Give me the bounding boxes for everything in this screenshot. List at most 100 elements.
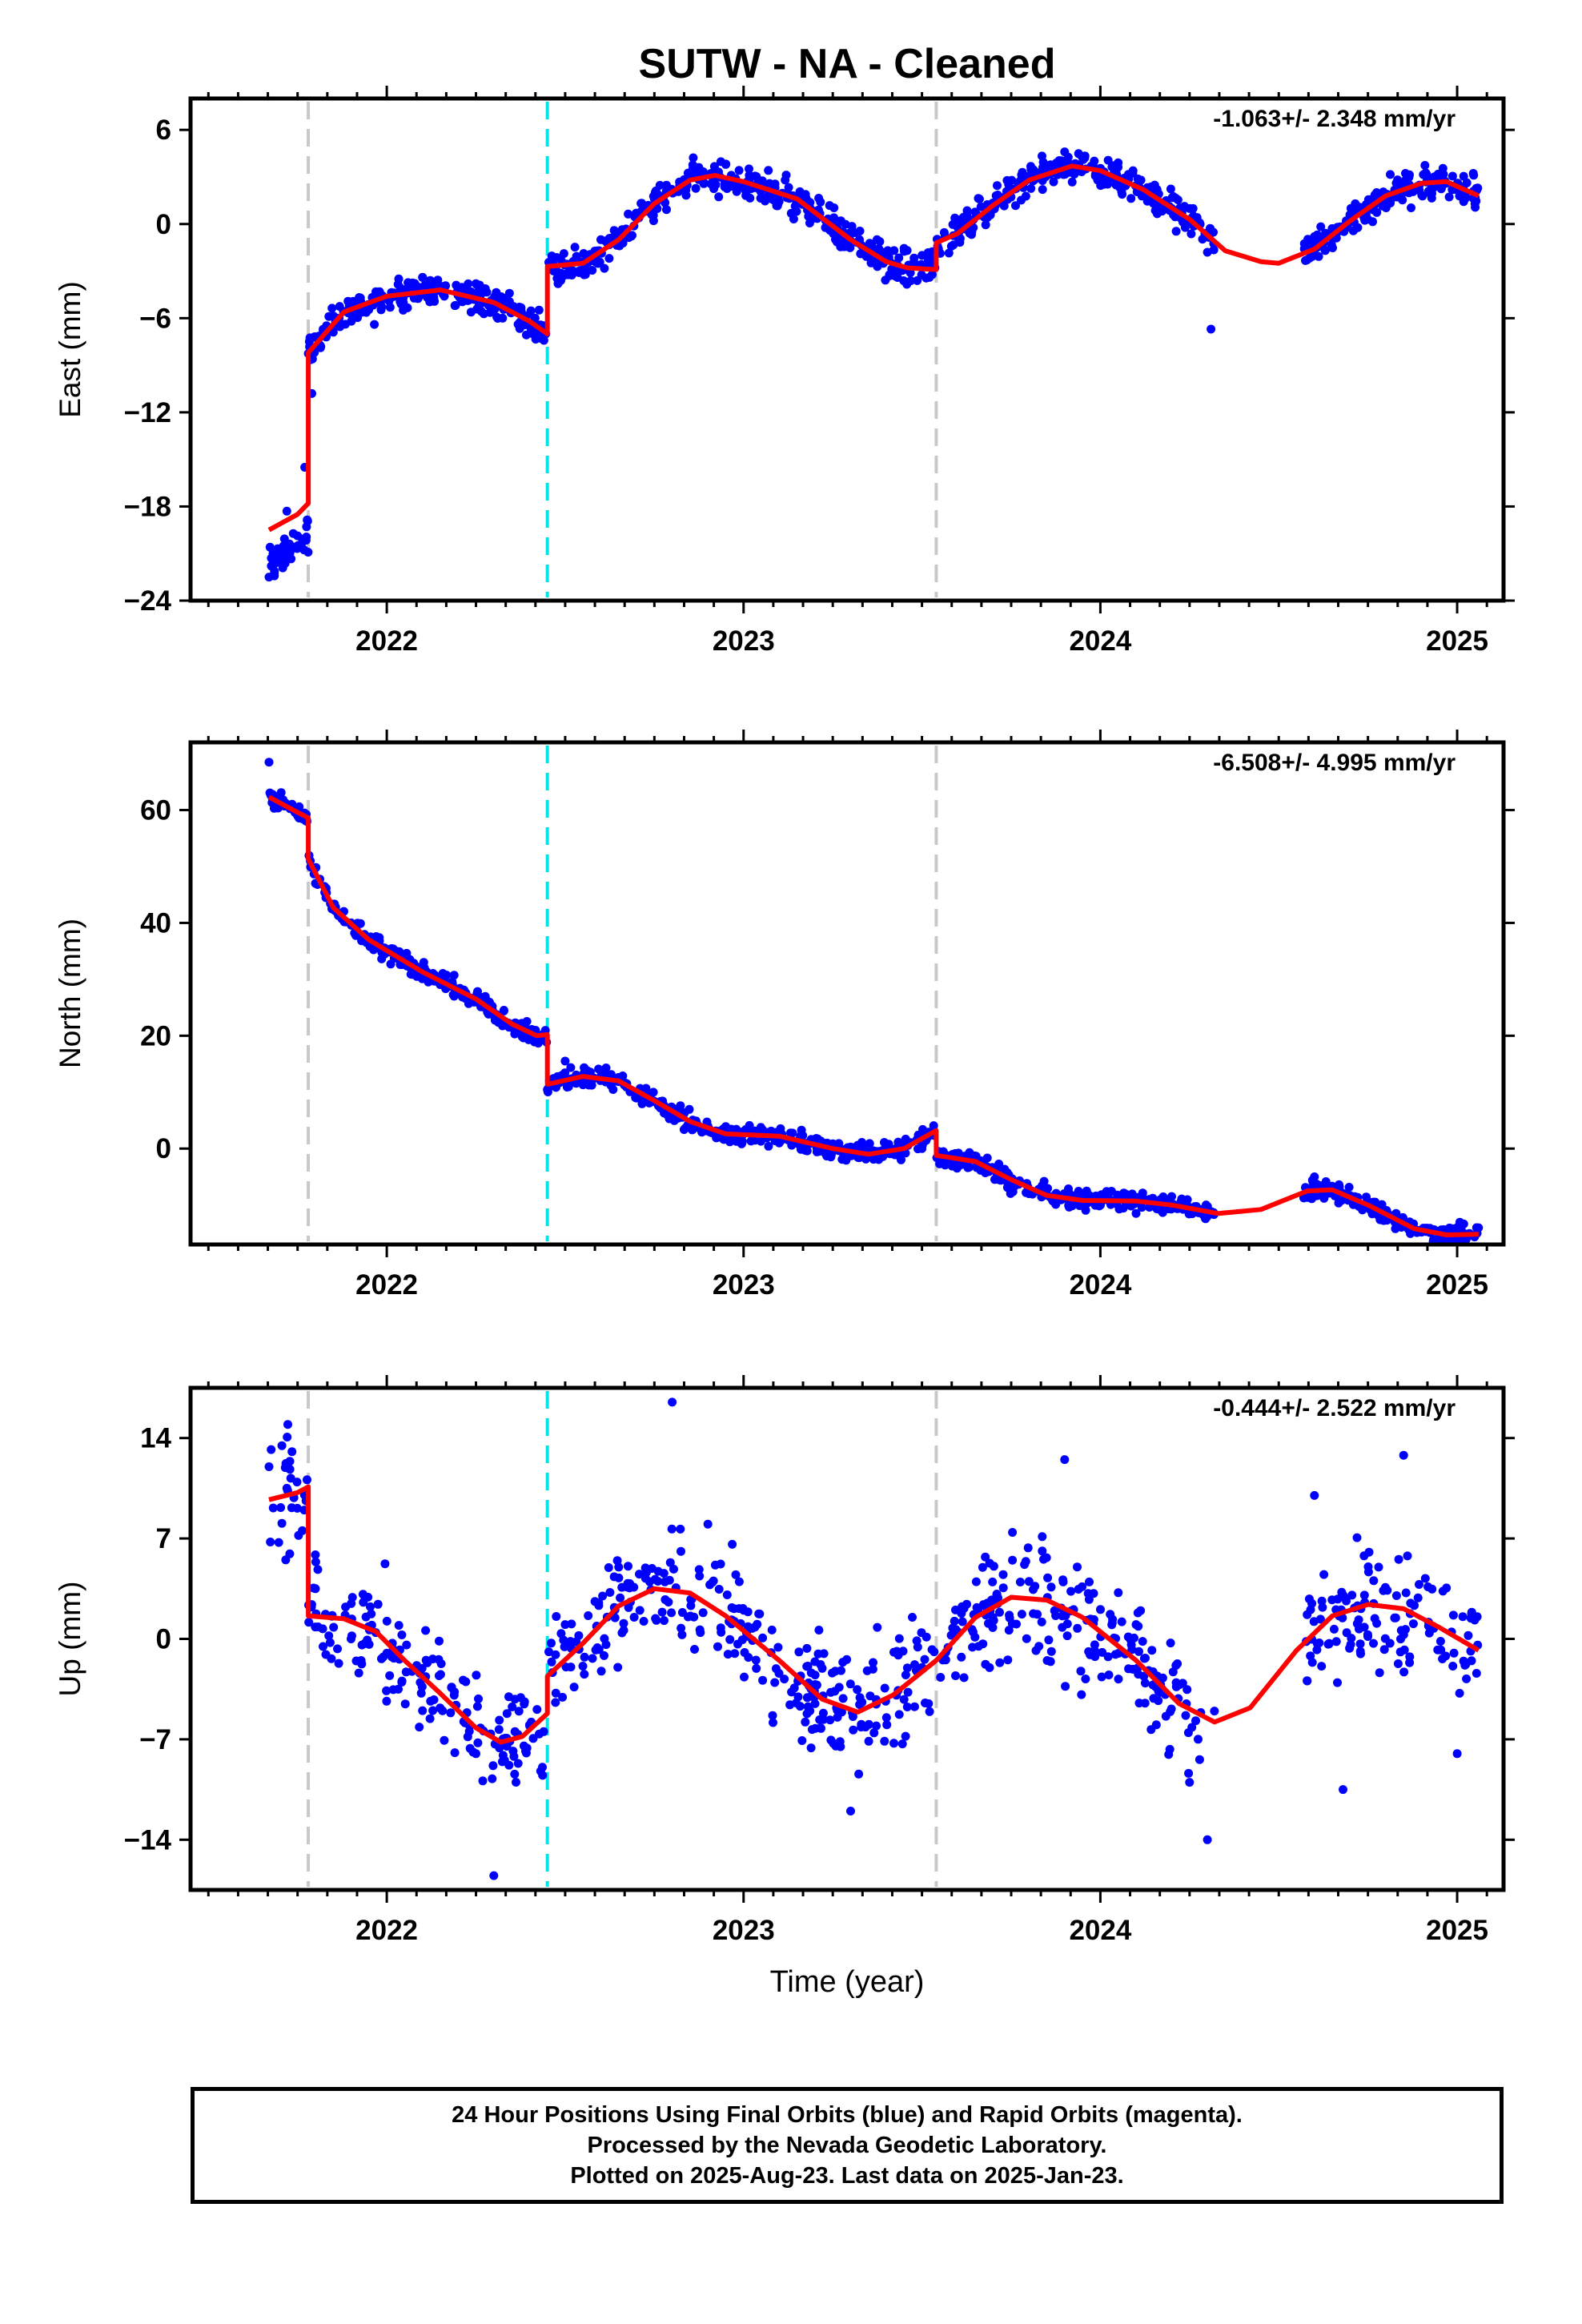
north-data-point: [584, 1080, 593, 1090]
east-data-point: [927, 270, 937, 279]
east-x-tick-label: 2022: [355, 625, 418, 657]
up-data-point: [551, 1688, 560, 1698]
east-data-point: [955, 234, 965, 243]
up-data-point: [1342, 1596, 1351, 1606]
up-data-point: [449, 1691, 459, 1700]
up-data-point: [903, 1687, 913, 1697]
up-data-point: [921, 1699, 930, 1707]
up-data-point: [435, 1636, 444, 1646]
east-data-point: [856, 249, 865, 259]
north-data-point: [669, 1116, 679, 1125]
east-data-point: [609, 226, 619, 235]
up-data-point: [373, 1599, 383, 1609]
up-data-point: [665, 1575, 674, 1585]
up-data-point: [601, 1640, 611, 1650]
up-data-point: [1043, 1573, 1053, 1582]
up-data-point: [1008, 1528, 1018, 1537]
up-y-tick-label: −14: [124, 1824, 172, 1856]
east-data-point: [1017, 195, 1026, 205]
up-data-point: [303, 1475, 311, 1485]
up-data-point: [304, 1618, 314, 1627]
east-data-point: [1386, 170, 1395, 179]
up-data-point: [324, 1631, 334, 1641]
up-data-point: [319, 1642, 327, 1651]
east-data-point: [1150, 180, 1159, 190]
east-data-point: [965, 228, 974, 238]
up-data-point: [897, 1739, 907, 1749]
up-data-point: [1191, 1716, 1200, 1726]
up-data-point: [1090, 1640, 1099, 1650]
east-data-point: [925, 255, 934, 264]
east-data-point: [370, 320, 379, 329]
east-data-point: [1468, 169, 1478, 178]
up-data-point: [810, 1699, 820, 1708]
east-data-point: [889, 246, 899, 255]
up-data-point: [833, 1712, 842, 1722]
up-data-point: [510, 1727, 520, 1736]
up-data-point: [806, 1743, 816, 1753]
up-data-point: [1181, 1711, 1191, 1720]
up-data-point: [610, 1613, 620, 1622]
east-data-point: [303, 515, 312, 525]
east-data-point: [450, 301, 460, 311]
up-data-point: [1061, 1682, 1070, 1691]
up-data-point: [731, 1570, 741, 1579]
up-data-point: [864, 1719, 873, 1729]
up-data-point: [829, 1739, 838, 1748]
up-data-point: [1023, 1543, 1033, 1553]
up-data-point: [292, 1478, 302, 1487]
up-data-point: [639, 1617, 648, 1626]
up-data-point: [1464, 1630, 1473, 1640]
north-data-point: [1002, 1183, 1012, 1192]
up-data-point: [1146, 1725, 1156, 1735]
east-data-point: [841, 219, 850, 229]
up-data-point: [1394, 1554, 1403, 1564]
up-data-point: [660, 1616, 669, 1626]
up-data-point: [385, 1671, 395, 1680]
up-data-point: [623, 1578, 632, 1588]
up-data-point: [1436, 1645, 1446, 1655]
up-data-point: [567, 1619, 576, 1629]
up-data-point: [921, 1632, 931, 1642]
up-data-point: [722, 1590, 732, 1599]
up-data-point: [694, 1565, 704, 1574]
up-data-point: [995, 1607, 1004, 1617]
up-data-point: [415, 1723, 424, 1732]
up-data-point: [1038, 1532, 1047, 1542]
up-data-point: [268, 1503, 278, 1513]
up-data-point: [1399, 1630, 1408, 1639]
north-data-point: [419, 958, 428, 967]
up-data-point: [366, 1602, 375, 1611]
up-data-point: [789, 1683, 799, 1693]
up-data-point: [1472, 1612, 1482, 1622]
up-data-point: [908, 1613, 917, 1622]
up-data-point: [833, 1706, 842, 1715]
footer-line-2: Processed by the Nevada Geodetic Laborat…: [587, 2133, 1107, 2158]
up-data-point: [382, 1648, 391, 1658]
up-data-point: [769, 1718, 777, 1727]
east-data-point: [789, 215, 798, 223]
up-data-point: [1449, 1648, 1459, 1658]
up-data-point: [802, 1643, 812, 1653]
up-data-point: [329, 1622, 339, 1632]
east-data-point: [1327, 240, 1336, 249]
up-data-point: [894, 1710, 904, 1719]
east-data-point: [504, 288, 514, 298]
up-data-point: [1375, 1668, 1384, 1678]
east-data-point: [1136, 175, 1146, 185]
up-data-point: [1318, 1602, 1327, 1612]
up-data-point: [1058, 1611, 1067, 1621]
up-data-point: [713, 1642, 722, 1651]
up-data-point: [1168, 1667, 1178, 1677]
up-data-point: [617, 1628, 627, 1638]
east-data-point: [873, 262, 882, 271]
up-data-point: [1117, 1617, 1126, 1626]
east-data-point: [344, 297, 354, 307]
east-data-point: [726, 182, 736, 191]
up-data-point: [1074, 1585, 1083, 1594]
up-model-line: [268, 1484, 1480, 1745]
up-data-point: [978, 1639, 988, 1649]
up-data-point: [1128, 1664, 1138, 1674]
east-y-tick-label: −18: [124, 491, 171, 522]
north-data-point: [719, 1135, 729, 1144]
